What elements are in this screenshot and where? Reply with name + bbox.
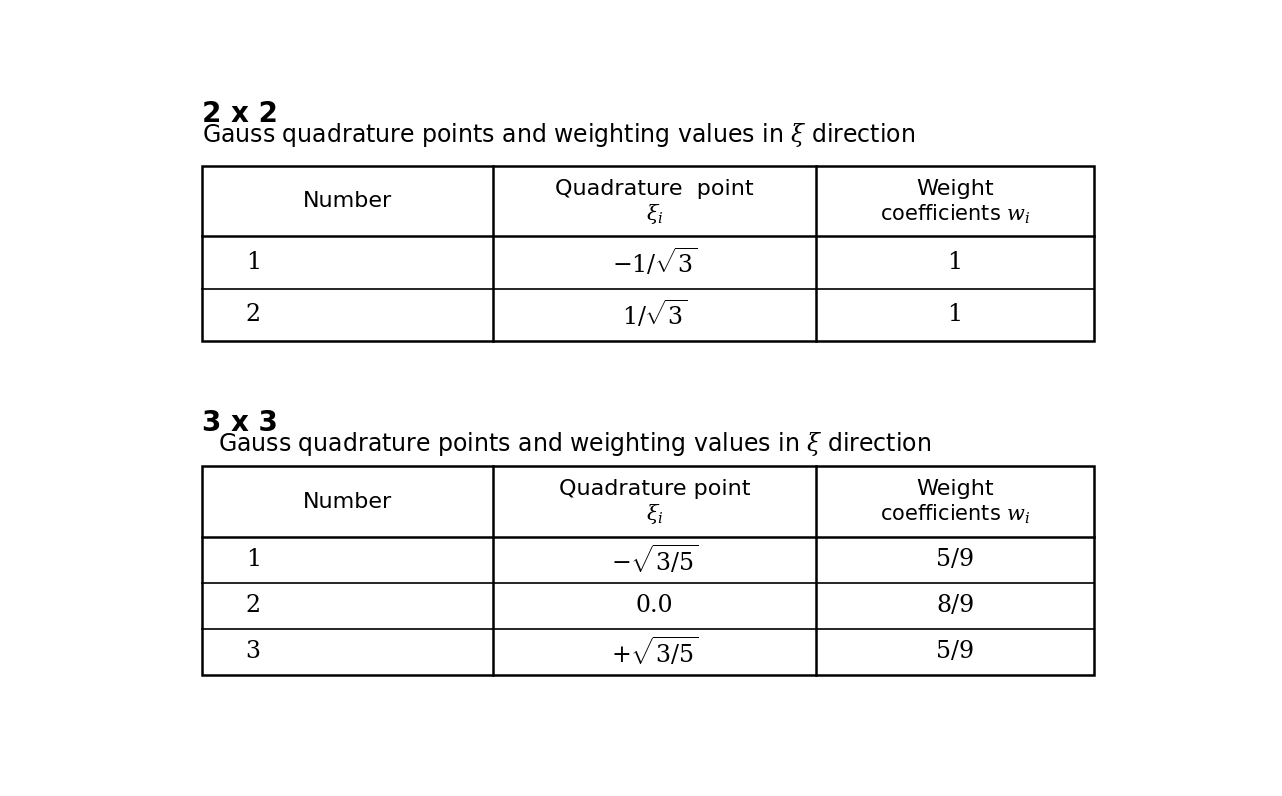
Text: coefficients $w_i$: coefficients $w_i$ — [879, 202, 1031, 225]
Text: $\xi_i$: $\xi_i$ — [646, 202, 663, 226]
Text: $+\sqrt{3/5}$: $+\sqrt{3/5}$ — [612, 635, 699, 668]
Text: 1: 1 — [246, 548, 260, 572]
Text: Quadrature  point: Quadrature point — [555, 178, 754, 198]
Text: Weight: Weight — [917, 479, 994, 499]
Text: 2: 2 — [246, 303, 260, 326]
Text: 2 x 2: 2 x 2 — [203, 100, 278, 128]
Text: 8/9: 8/9 — [936, 595, 974, 617]
Text: $-1/\sqrt{3}$: $-1/\sqrt{3}$ — [612, 247, 697, 279]
Text: 5/9: 5/9 — [936, 640, 974, 663]
Text: 2: 2 — [246, 595, 260, 617]
Text: $-\sqrt{3/5}$: $-\sqrt{3/5}$ — [612, 544, 699, 576]
Text: 5/9: 5/9 — [936, 548, 974, 572]
Text: Gauss quadrature points and weighting values in $\xi$ direction: Gauss quadrature points and weighting va… — [203, 121, 915, 150]
Text: $\xi_i$: $\xi_i$ — [646, 502, 663, 526]
Text: Gauss quadrature points and weighting values in $\xi$ direction: Gauss quadrature points and weighting va… — [218, 430, 931, 458]
Text: 3 x 3: 3 x 3 — [203, 409, 278, 438]
Text: 1: 1 — [947, 303, 963, 326]
Text: $1/\sqrt{3}$: $1/\sqrt{3}$ — [622, 299, 687, 330]
Text: Quadrature point: Quadrature point — [559, 479, 750, 499]
Text: 1: 1 — [947, 251, 963, 274]
Text: coefficients $w_i$: coefficients $w_i$ — [879, 502, 1031, 526]
Bar — [203, 166, 1094, 341]
Bar — [203, 466, 1094, 675]
Text: 0.0: 0.0 — [636, 595, 673, 617]
Text: 3: 3 — [246, 640, 260, 663]
Text: Weight: Weight — [917, 178, 994, 198]
Text: Number: Number — [303, 492, 392, 512]
Text: Number: Number — [303, 191, 392, 211]
Text: 1: 1 — [246, 251, 260, 274]
